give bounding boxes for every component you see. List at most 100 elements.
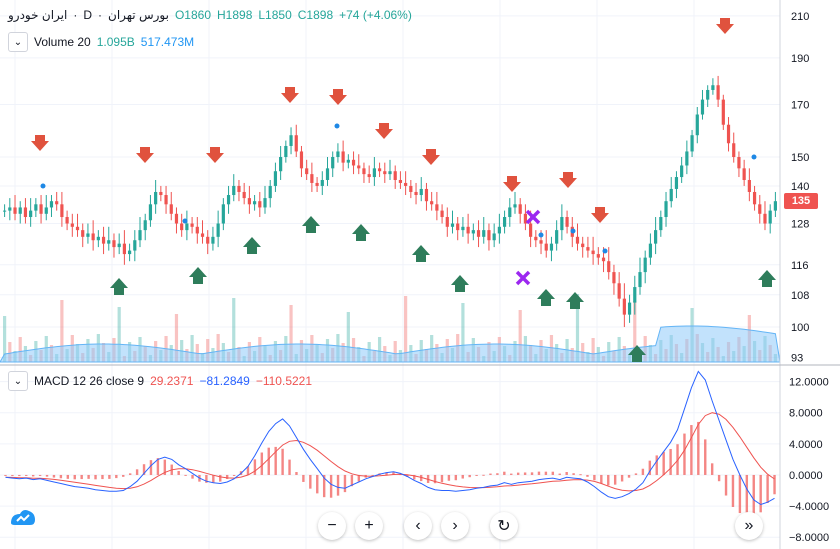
sell-arrow-icon (559, 172, 577, 188)
candle-body (555, 230, 559, 244)
price-tick-label: 190 (791, 53, 809, 65)
candle-body (169, 204, 173, 214)
volume-bar (3, 316, 7, 362)
macd-histogram-bar (724, 474, 728, 496)
macd-histogram-bar (302, 474, 305, 482)
price-tick-label: 140 (791, 181, 809, 193)
dot-marker (334, 123, 340, 129)
candle-body (435, 204, 439, 211)
macd-histogram-bar (544, 471, 548, 475)
macd-histogram-bar (648, 460, 652, 475)
macd-histogram-bar (620, 474, 624, 482)
macd-histogram-bar (413, 474, 416, 480)
volume-bar (377, 337, 382, 362)
macd-histogram-bar (662, 451, 665, 475)
macd-histogram-bar (4, 474, 7, 476)
reset-icon[interactable]: ↻ (490, 512, 518, 540)
candle-body (138, 230, 142, 241)
macd-histogram-bar (690, 425, 693, 475)
candle-body (523, 213, 528, 224)
macd-signal-line (5, 412, 775, 492)
candle-body (372, 168, 376, 178)
macd-histogram-bar (773, 474, 776, 495)
macd-histogram-bar (73, 474, 76, 480)
macd-histogram-bar (745, 474, 749, 517)
sell-arrow-icon (136, 147, 154, 163)
candle-body (336, 151, 340, 158)
candle-body (86, 233, 90, 237)
zoom-in-icon[interactable]: + (355, 512, 383, 540)
candle-body (414, 191, 418, 196)
macd-histogram-bar (704, 439, 707, 475)
candle-body (638, 272, 642, 288)
ohlc-open: O1860 (174, 8, 211, 22)
candle-body (643, 257, 647, 273)
candle-body (633, 287, 637, 303)
zoom-out-icon[interactable]: − (318, 512, 346, 540)
candle-body (685, 151, 689, 166)
candle-body (289, 135, 293, 146)
macd-histogram-bar (232, 474, 236, 476)
candle-body (211, 236, 215, 244)
macd-tick-label: 0.0000 (789, 470, 823, 482)
candle-body (575, 236, 580, 244)
candle-body (357, 165, 361, 169)
candle-body (320, 179, 324, 186)
candle-body (591, 250, 595, 255)
macd-histogram-bar (156, 458, 160, 475)
sell-arrow-icon (281, 87, 299, 103)
buy-arrow-icon (302, 216, 320, 233)
candle-body (154, 191, 158, 205)
candle-body (487, 230, 491, 241)
scroll-right-icon[interactable]: › (441, 512, 469, 540)
symbol-name: ایران خودرو (8, 8, 68, 22)
candle-body (773, 201, 777, 211)
macd-histogram-bar (309, 474, 312, 489)
macd-histogram-bar (572, 473, 575, 475)
macd-histogram-bar (66, 474, 70, 479)
tradingview-logo-icon[interactable] (8, 505, 38, 531)
candle-body (674, 177, 679, 189)
macd-histogram-bar (503, 471, 506, 475)
candle-body (768, 210, 772, 224)
chevron-down-icon[interactable]: ⌄ (8, 371, 28, 391)
candle-body (341, 151, 345, 163)
candle-body (226, 195, 231, 205)
macd-histogram-bar (357, 474, 361, 482)
macd-histogram-bar (25, 474, 28, 476)
candle-body (601, 257, 606, 262)
candle-body (398, 179, 403, 183)
volume-bars (0, 294, 781, 363)
macd-tick-label: −4.0000 (789, 501, 829, 513)
candle-body (497, 226, 501, 234)
price-tick-label: 93 (791, 352, 803, 364)
candle-body (445, 217, 449, 227)
volume-value-1: 1.095B (96, 35, 135, 49)
macd-histogram-bar (683, 433, 686, 475)
chevron-down-icon[interactable]: ⌄ (8, 32, 28, 52)
volume-bar (289, 305, 293, 362)
candle-body (763, 213, 767, 224)
macd-histogram-bar (468, 474, 471, 478)
buy-arrow-icon (566, 292, 584, 309)
macd-histogram-bar (142, 464, 146, 475)
candle-body (305, 168, 309, 175)
macd-histogram-bar (177, 470, 180, 475)
candle-body (607, 261, 611, 273)
scroll-to-end-icon[interactable]: » (735, 512, 763, 540)
macd-histogram-bar (516, 472, 520, 475)
price-tick-label: 128 (791, 219, 809, 231)
macd-histogram-bar (482, 474, 485, 476)
cross-mark-icon (515, 270, 531, 286)
candle-body (383, 171, 387, 175)
scroll-left-icon[interactable]: ‹ (404, 512, 432, 540)
macd-histogram-bar (87, 474, 90, 479)
candle-body (471, 230, 475, 234)
candle-body (450, 223, 455, 227)
macd-line (5, 370, 775, 506)
volume-bar (190, 335, 194, 362)
volume-label: Volume 20 (34, 35, 91, 49)
volume-bar (633, 301, 637, 362)
candle-body (737, 157, 741, 169)
